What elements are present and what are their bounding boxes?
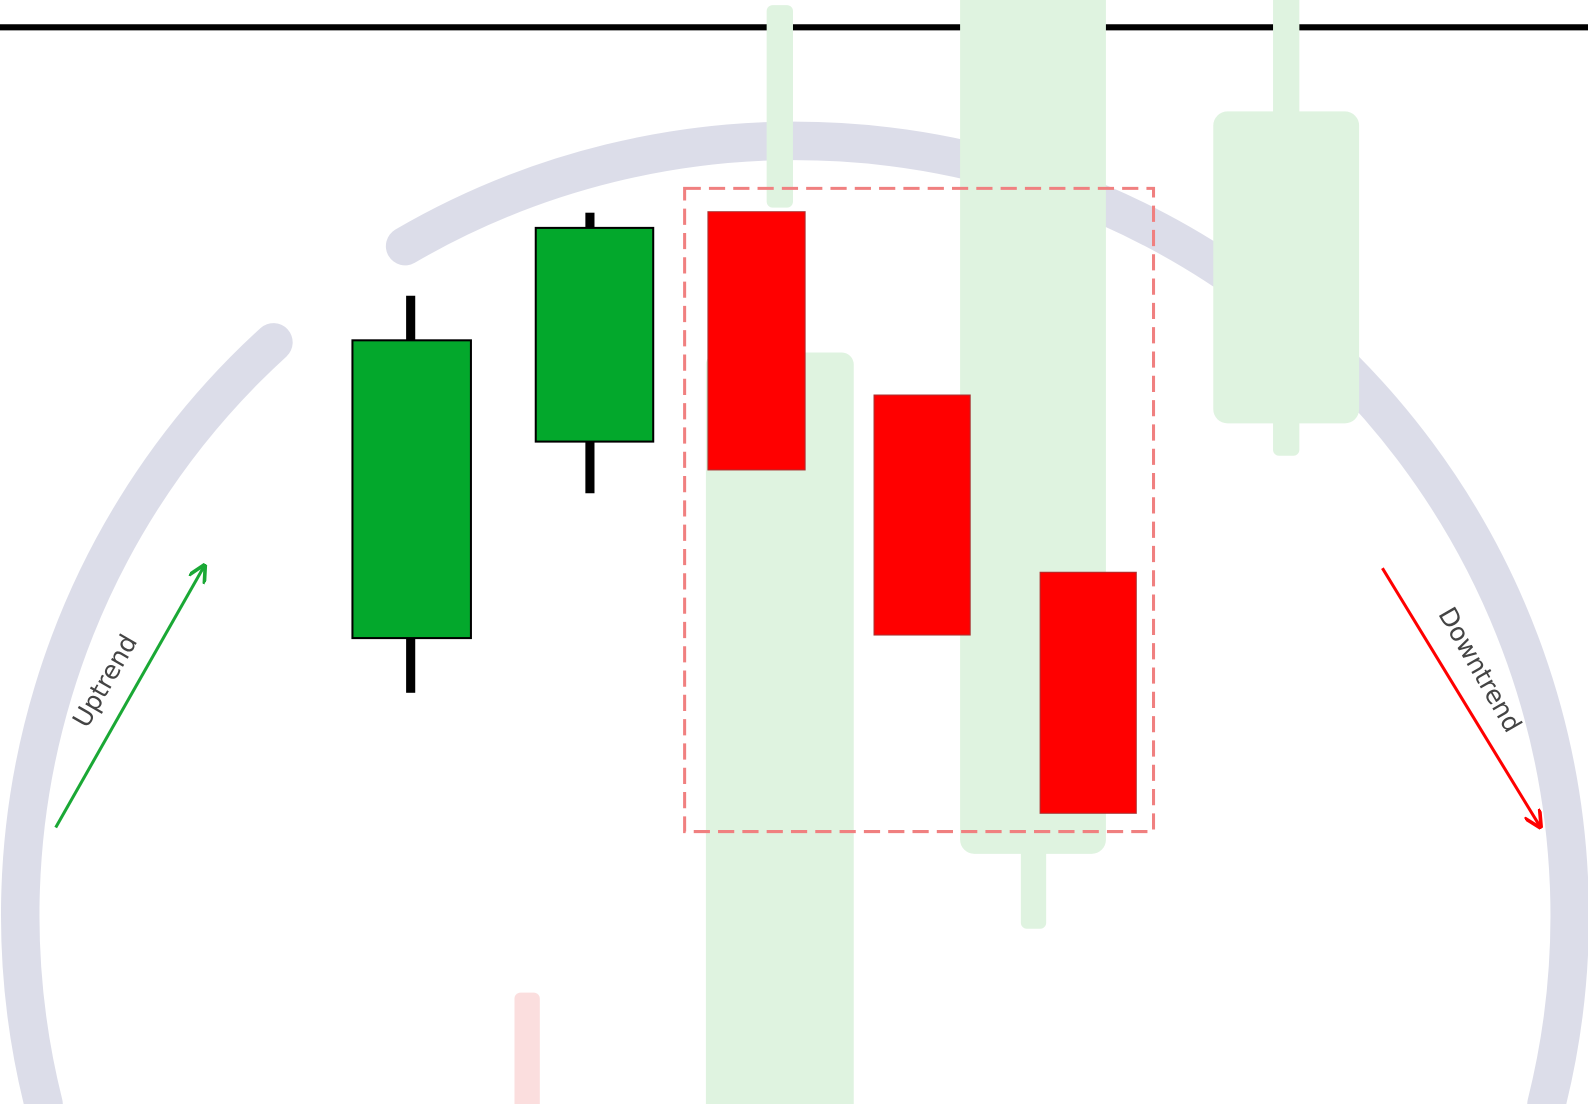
ghost-body xyxy=(1213,111,1360,424)
arc-left xyxy=(1,323,293,1104)
ghost-wick xyxy=(514,992,540,1104)
candle-bear xyxy=(707,211,806,471)
ghost-wick xyxy=(1020,840,1047,929)
highlight-box xyxy=(683,186,1156,834)
candle-bull xyxy=(351,339,472,640)
candle-bear xyxy=(1039,571,1137,814)
ghost-wick xyxy=(766,5,793,208)
downtrend-arrow xyxy=(1381,567,1539,825)
candle-bear xyxy=(873,394,971,636)
uptrend-arrow xyxy=(54,567,204,829)
ghost-body xyxy=(705,352,854,1104)
candle-bull xyxy=(534,226,655,443)
